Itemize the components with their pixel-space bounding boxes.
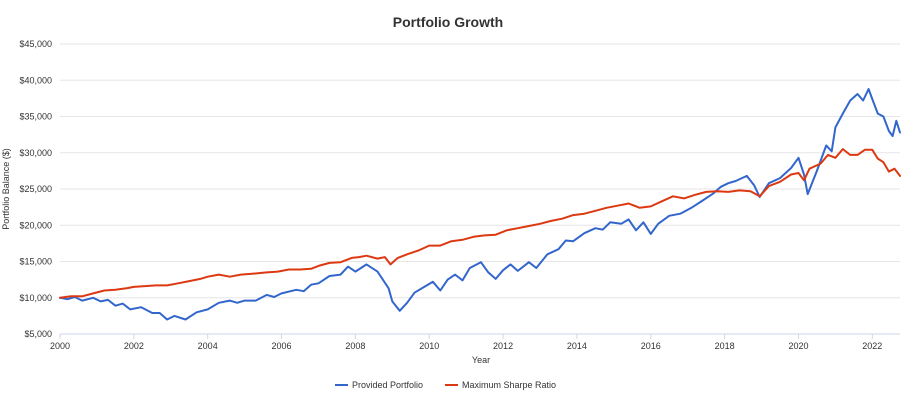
x-tick-label: 2000 xyxy=(50,341,70,351)
x-tick-label: 2014 xyxy=(567,341,587,351)
y-tick-label: $20,000 xyxy=(19,220,52,230)
x-tick-label: 2004 xyxy=(198,341,218,351)
x-tick-label: 2022 xyxy=(862,341,882,351)
y-tick-label: $30,000 xyxy=(19,148,52,158)
series-lines xyxy=(59,88,901,321)
y-tick-label: $5,000 xyxy=(24,329,52,339)
y-tick-label: $15,000 xyxy=(19,257,52,267)
y-tick-label: $40,000 xyxy=(19,75,52,85)
y-tick-label: $35,000 xyxy=(19,112,52,122)
x-tick-label: 2010 xyxy=(419,341,439,351)
x-tick-label: 2002 xyxy=(124,341,144,351)
x-tick-label: 2012 xyxy=(493,341,513,351)
legend-item-provided-portfolio[interactable]: Provided Portfolio xyxy=(335,380,423,390)
x-axis-title: Year xyxy=(472,355,490,365)
y-tick-label: $10,000 xyxy=(19,293,52,303)
series-line-provided-portfolio xyxy=(59,88,901,321)
legend-item-maximum-sharpe-ratio[interactable]: Maximum Sharpe Ratio xyxy=(445,380,556,390)
x-axis-ticks: 2000 2002 2004 2006 2008 2010 2012 2014 2016 2018… xyxy=(50,334,882,351)
legend-label-provided-portfolio: Provided Portfolio xyxy=(352,380,423,390)
y-tick-label: $25,000 xyxy=(19,184,52,194)
y-tick-label: $45,000 xyxy=(19,39,52,49)
x-tick-label: 2008 xyxy=(345,341,365,351)
chart-title: Portfolio Growth xyxy=(393,14,503,30)
x-tick-label: 2006 xyxy=(272,341,292,351)
y-axis-title: Portfolio Balance ($) xyxy=(1,148,11,230)
legend: Provided Portfolio Maximum Sharpe Ratio xyxy=(335,380,556,390)
gridlines xyxy=(60,43,900,335)
y-axis-ticks: $5,000 $10,000 $15,000 $20,000 $25,000 $30,00… xyxy=(19,39,52,339)
legend-label-maximum-sharpe-ratio: Maximum Sharpe Ratio xyxy=(462,380,556,390)
x-tick-label: 2020 xyxy=(788,341,808,351)
x-tick-label: 2016 xyxy=(641,341,661,351)
x-tick-label: 2018 xyxy=(715,341,735,351)
series-line-maximum-sharpe-ratio xyxy=(59,148,901,299)
